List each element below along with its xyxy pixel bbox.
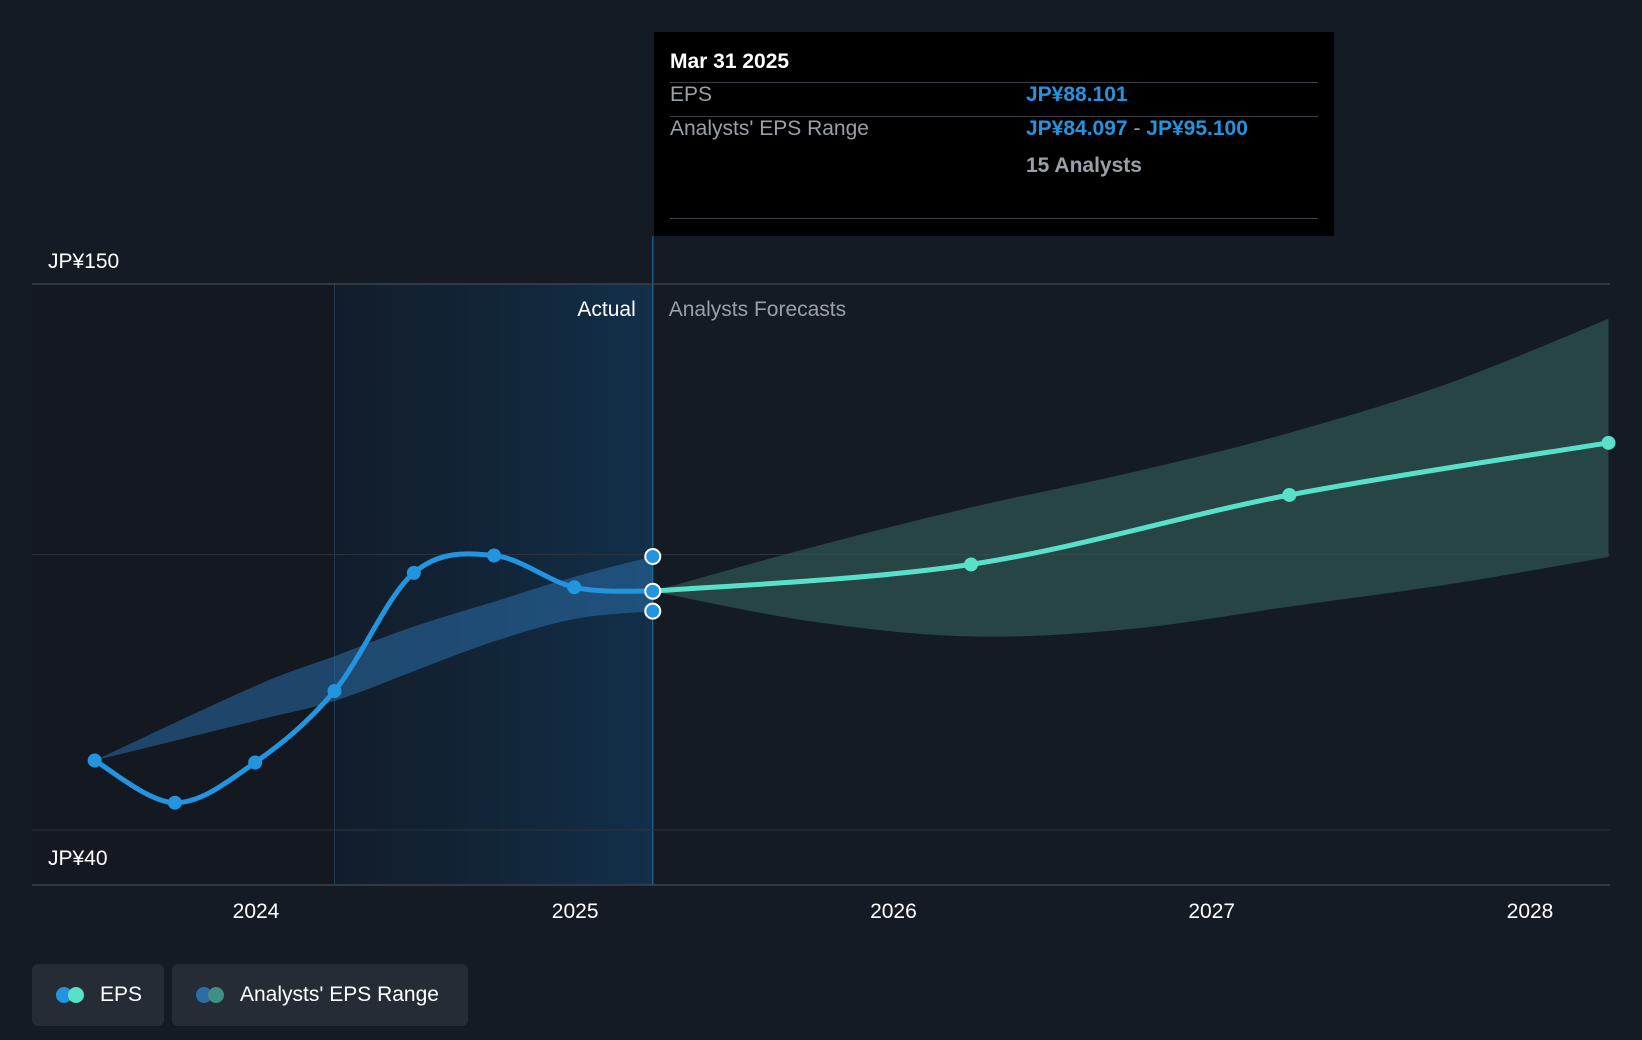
tooltip: Mar 31 2025 EPS JP¥88.101 Analysts' EPS …	[654, 32, 1334, 236]
tooltip-range-high: JP¥95.100	[1146, 117, 1248, 140]
range-legend-dot	[208, 987, 224, 1003]
actual-region-label: Actual	[577, 298, 635, 321]
tooltip-range-separator: -	[1133, 117, 1141, 140]
forecast-region-label: Analysts Forecasts	[669, 298, 846, 321]
x-axis-tick-label: 2025	[552, 900, 599, 923]
tooltip-divider	[670, 218, 1318, 219]
actual-range-band	[94, 556, 653, 761]
tooltip-range-low: JP¥84.097	[1026, 117, 1128, 140]
eps-forecast-point	[1282, 487, 1297, 502]
tooltip-range-label: Analysts' EPS Range	[670, 117, 869, 140]
eps-current-marker	[644, 582, 662, 600]
eps-forecast-line	[650, 440, 1611, 594]
eps-actual-point	[487, 548, 502, 563]
tooltip-eps-label: EPS	[670, 83, 713, 106]
eps-forecast-point	[964, 557, 979, 572]
x-axis-tick-label: 2028	[1507, 900, 1554, 923]
eps-actual-point	[406, 565, 421, 580]
range-low-marker	[644, 602, 662, 620]
eps-actual-line	[92, 551, 656, 806]
tooltip-divider	[670, 82, 1318, 83]
y-axis-tick-label: JP¥40	[48, 847, 108, 870]
legend-label: EPS	[100, 983, 143, 1006]
range-legend-icon	[196, 987, 226, 1003]
tooltip-eps-value: JP¥88.101	[1026, 83, 1128, 106]
eps-actual-point	[87, 753, 102, 768]
x-axis-tick-label: 2026	[870, 900, 917, 923]
tooltip-divider	[670, 116, 1318, 117]
tooltip-date: Mar 31 2025	[670, 50, 790, 73]
forecast-range-band	[652, 318, 1609, 637]
x-axis-tick-label: 2027	[1188, 900, 1235, 923]
eps-forecast-point	[1601, 435, 1616, 450]
eps-actual-point	[327, 684, 342, 699]
eps-actual-point	[167, 795, 182, 810]
range-high-marker	[644, 548, 662, 566]
legend-item-analysts-range[interactable]: Analysts' EPS Range	[172, 964, 468, 1026]
y-axis-tick-label: JP¥150	[48, 250, 119, 273]
eps-actual-point	[248, 755, 263, 770]
tooltip-range-value: JP¥84.097 - JP¥95.100	[1026, 117, 1248, 141]
legend-label: Analysts' EPS Range	[240, 983, 439, 1006]
x-axis-tick-label: 2024	[233, 900, 280, 923]
legend-item-eps[interactable]: EPS	[32, 964, 164, 1026]
eps-legend-icon	[56, 987, 86, 1003]
eps-legend-dot	[68, 987, 84, 1003]
eps-actual-point	[567, 580, 582, 595]
tooltip-analysts-count: 15 Analysts	[1026, 154, 1142, 177]
